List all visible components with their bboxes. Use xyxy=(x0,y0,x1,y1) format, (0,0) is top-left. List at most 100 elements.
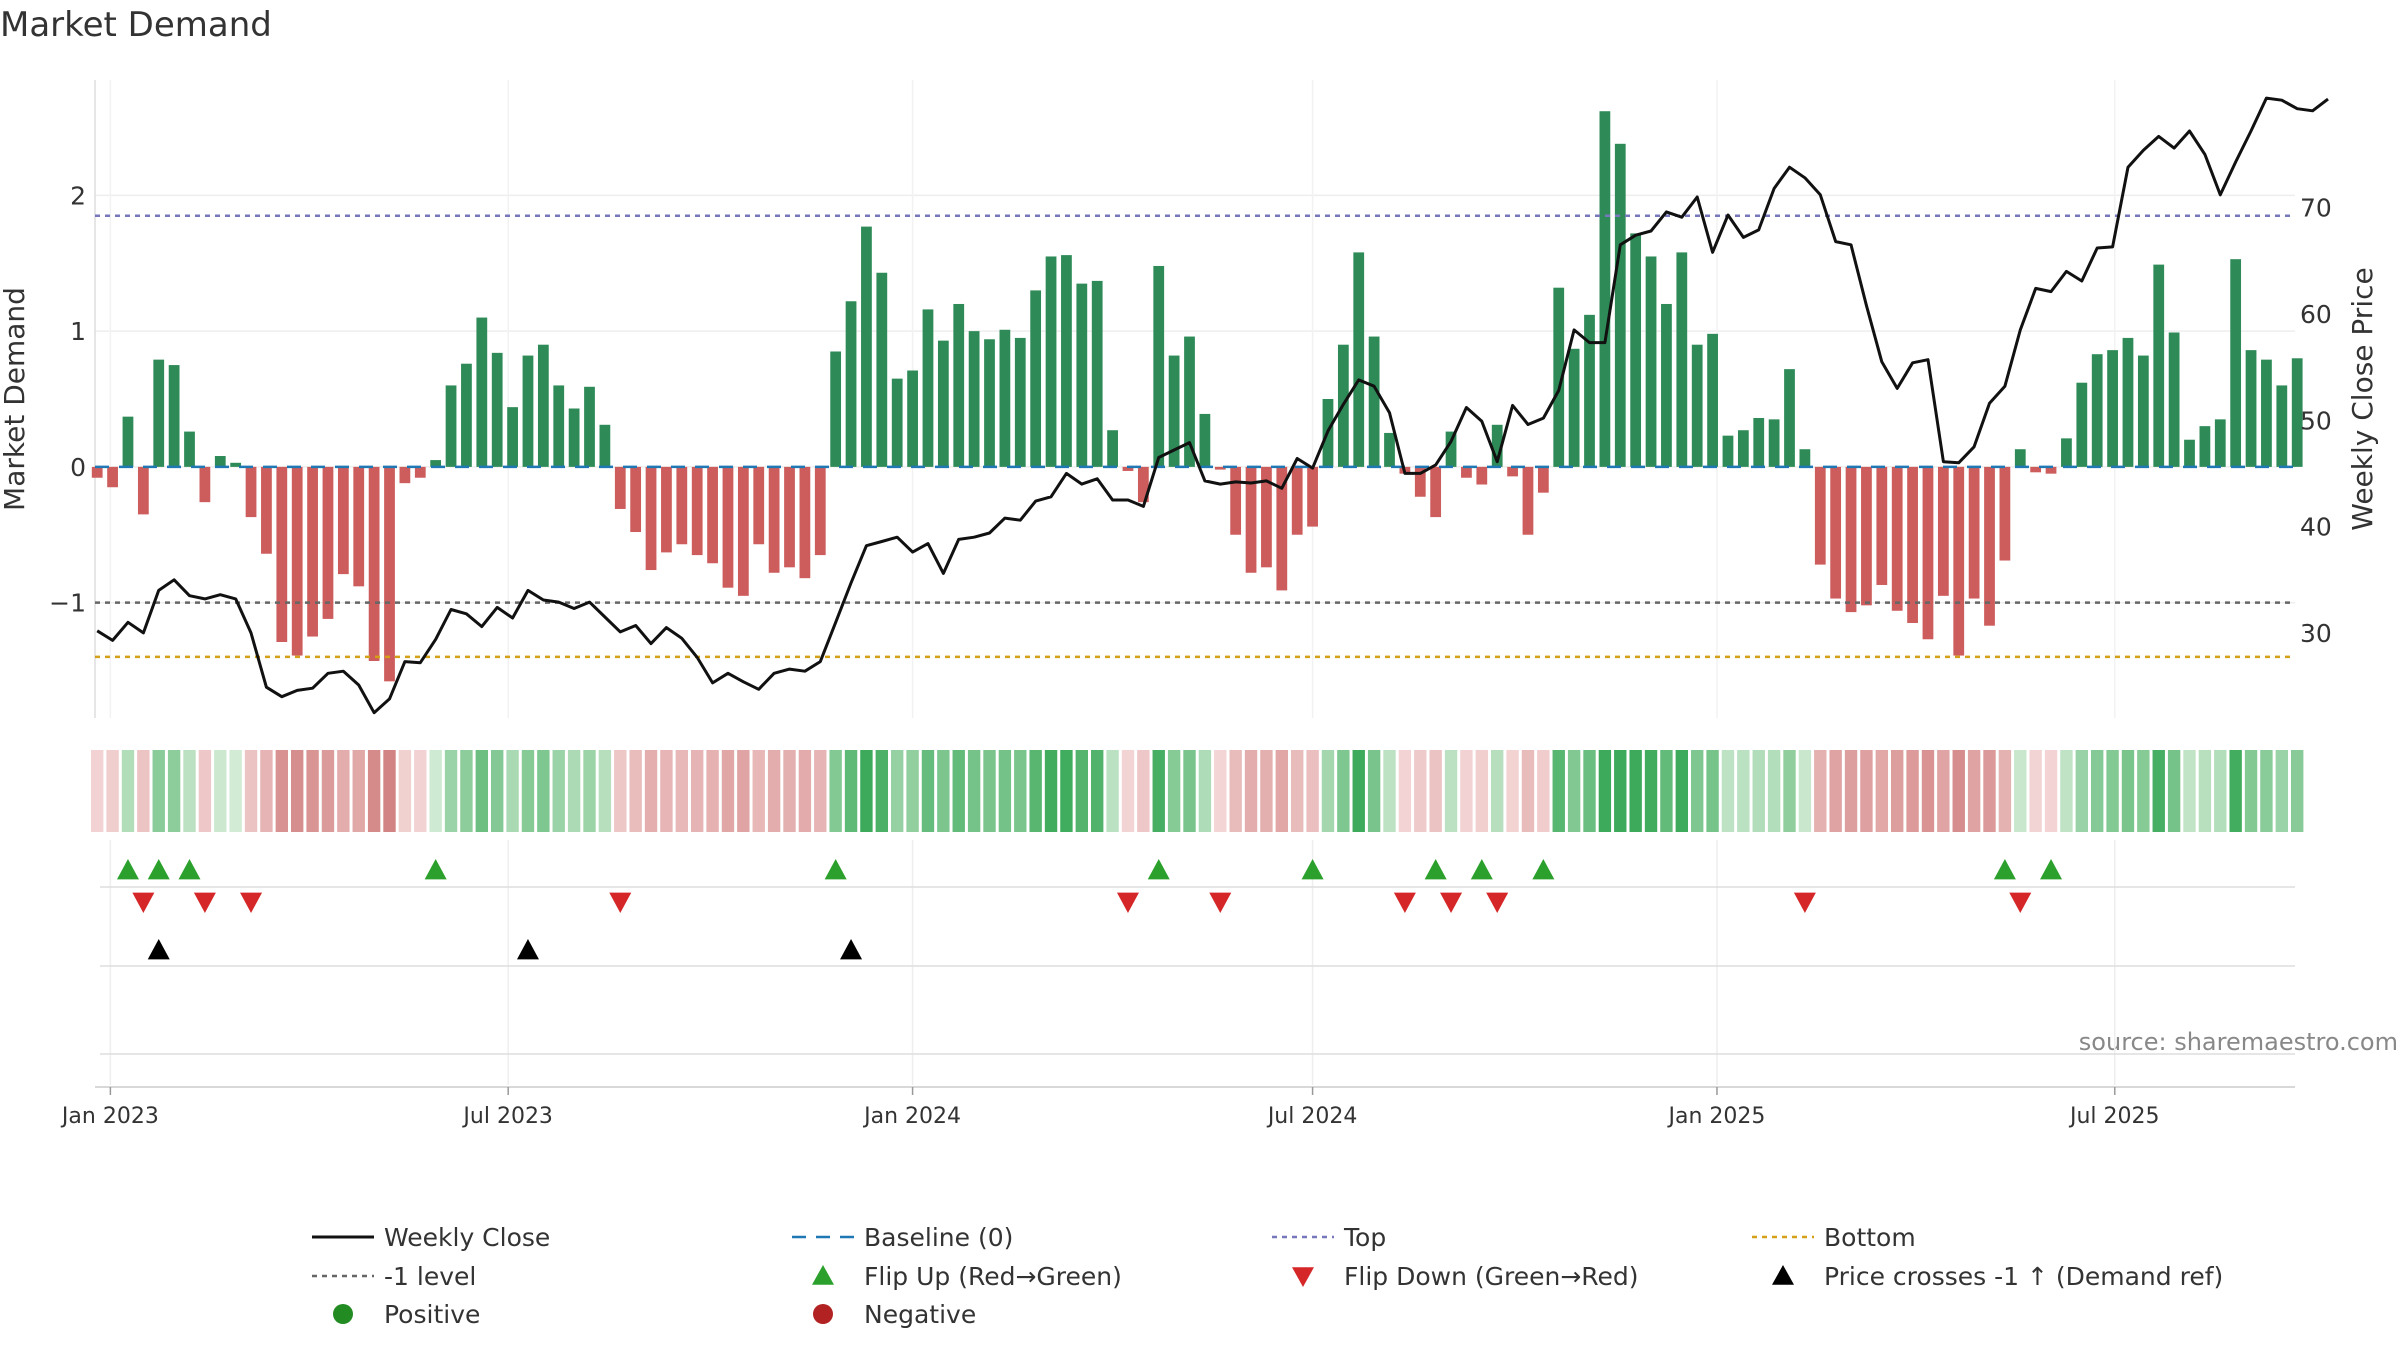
demand-bar xyxy=(1537,466,1549,493)
demand-bar xyxy=(1368,336,1380,467)
demand-bar xyxy=(122,416,134,467)
demand-bar xyxy=(2168,332,2180,467)
demand-bar xyxy=(2199,426,2211,467)
demand-bar xyxy=(1722,435,1734,467)
demand-bar xyxy=(1491,424,1503,467)
heat-cell xyxy=(1614,750,1627,832)
heat-cell xyxy=(1337,750,1350,832)
legend: Weekly Close Baseline (0) Top Bottom -1 leve… xyxy=(312,1223,2223,1329)
demand-bar xyxy=(2076,382,2088,467)
demand-bar xyxy=(1953,466,1965,656)
heat-cell xyxy=(1352,750,1365,832)
demand-bar xyxy=(184,431,195,467)
heat-cell xyxy=(291,750,304,832)
x-tick-label: Jan 2025 xyxy=(1667,1104,1766,1129)
legend-label: Flip Up (Red→Green) xyxy=(864,1262,1122,1291)
heat-cell xyxy=(1321,750,1335,832)
demand-bar xyxy=(1553,287,1565,467)
heat-cell xyxy=(875,750,889,832)
legend-label: Baseline (0) xyxy=(864,1223,1013,1252)
heat-cell xyxy=(1998,750,2012,832)
legend-label: Weekly Close xyxy=(384,1223,550,1252)
demand-bar xyxy=(1707,333,1718,467)
y-tick-label: 0 xyxy=(70,453,86,482)
demand-bar xyxy=(107,466,118,488)
demand-bar xyxy=(907,370,918,467)
legend-label: Bottom xyxy=(1824,1223,1916,1252)
heat-cell xyxy=(1675,750,1689,832)
x-tick-label: Jul 2025 xyxy=(2068,1104,2160,1129)
demand-bar xyxy=(245,466,257,518)
demand-bar xyxy=(91,466,103,478)
heat-cell xyxy=(1567,750,1581,832)
heat-cell xyxy=(121,750,135,832)
demand-bar xyxy=(984,339,995,467)
demand-bar xyxy=(1984,466,1995,626)
heat-cell xyxy=(2152,750,2165,832)
demand-bar xyxy=(1768,419,1780,467)
demand-bar xyxy=(1737,430,1749,467)
flip-up-marker xyxy=(116,859,139,880)
demand-bar xyxy=(630,466,642,533)
heat-cell xyxy=(691,750,704,832)
demand-bar xyxy=(2137,355,2149,467)
heat-cell xyxy=(1429,750,1442,832)
demand-bar xyxy=(1599,111,1611,467)
heat-cell xyxy=(1537,750,1550,832)
heat-cell xyxy=(1275,750,1289,832)
demand-bar xyxy=(691,466,703,556)
heat-cell xyxy=(2167,750,2181,832)
heat-cell xyxy=(1583,750,1596,832)
heat-cell xyxy=(1629,750,1642,832)
demand-bar xyxy=(2261,359,2272,467)
heat-cell xyxy=(937,750,950,832)
heat-cell xyxy=(983,750,996,832)
demand-bar xyxy=(307,466,318,637)
heat-cell xyxy=(2029,750,2042,832)
x-tick-label: Jan 2024 xyxy=(862,1104,961,1129)
y2-axis-label: Weekly Close Price xyxy=(2346,267,2379,530)
demand-bar xyxy=(353,466,365,587)
heat-cell xyxy=(767,750,781,832)
heat-cell xyxy=(814,750,827,832)
demand-bar xyxy=(1676,252,1688,467)
demand-bar xyxy=(1199,413,1211,467)
heat-cell xyxy=(1875,750,1889,832)
heat-cell xyxy=(2014,750,2027,832)
heat-cell xyxy=(721,750,735,832)
heat-cell xyxy=(1767,750,1781,832)
demand-bar xyxy=(291,466,303,656)
flip-down-marker xyxy=(240,892,263,913)
legend-label: Flip Down (Green→Red) xyxy=(1344,1262,1639,1291)
y-axis-label: Market Demand xyxy=(0,287,31,511)
demand-bar xyxy=(1137,466,1149,503)
demand-bar xyxy=(384,466,395,682)
heat-cell xyxy=(1721,750,1735,832)
heat-cell xyxy=(2229,750,2242,832)
demand-bar xyxy=(614,466,626,509)
heat-cell xyxy=(1783,750,1796,832)
demand-bar xyxy=(830,351,842,467)
price-cross-marker xyxy=(840,939,863,960)
demand-bar xyxy=(2230,259,2242,467)
heat-cell xyxy=(537,750,550,832)
heat-cell xyxy=(244,750,258,832)
heat-cell xyxy=(891,750,904,832)
heat-cell xyxy=(460,750,473,832)
grid-layer xyxy=(94,80,2295,1085)
demand-bar xyxy=(2291,358,2303,467)
heat-cell xyxy=(737,750,750,832)
demand-bar xyxy=(537,344,549,467)
flip-down-marker xyxy=(1440,892,1463,913)
heat-cell xyxy=(1552,750,1565,832)
heat-cell xyxy=(1367,750,1381,832)
demand-bar xyxy=(661,466,672,553)
heat-cell xyxy=(1906,750,1919,832)
y2-tick-label: 30 xyxy=(2300,619,2332,648)
heat-cell xyxy=(1814,750,1827,832)
heat-cell xyxy=(1860,750,1873,832)
demand-bar xyxy=(1922,466,1934,640)
demand-bar xyxy=(1107,430,1118,467)
heat-cell xyxy=(1214,750,1227,832)
